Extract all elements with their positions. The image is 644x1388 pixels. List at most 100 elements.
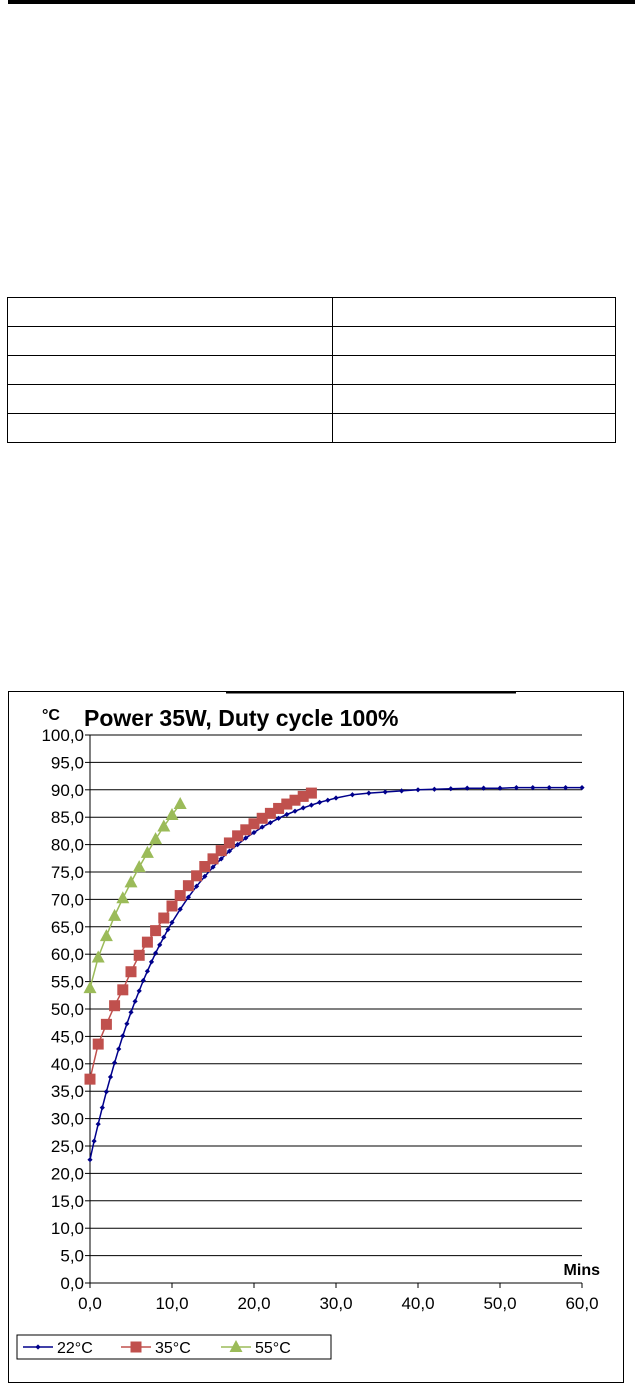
data-point (251, 829, 257, 836)
data-point (128, 1009, 134, 1015)
data-point (148, 959, 155, 965)
data-point (248, 818, 260, 830)
data-point (497, 785, 503, 791)
data-point (243, 835, 249, 841)
legend-swatch-marker (229, 1340, 243, 1352)
data-point (144, 968, 150, 974)
chart-frame: 0,0 5,0 10,0 15,0 20,0 25,0 30,0 35,0 40,0 45,0 50… (8, 691, 624, 1383)
legend-label: 55°C (255, 1340, 291, 1357)
y-tick-label: 0,0 (60, 1274, 84, 1293)
chart-border (8, 691, 624, 1383)
data-point (132, 998, 138, 1004)
data-point (103, 1089, 109, 1095)
chart-title: Power 35W, Duty cycle 100% (84, 705, 399, 731)
table-row (7, 384, 616, 414)
data-point (158, 912, 170, 924)
y-tick-label: 10,0 (51, 1219, 84, 1238)
data-point (289, 794, 301, 806)
data-point (185, 894, 191, 900)
spec-table (7, 297, 616, 443)
data-point (481, 785, 487, 791)
x-tick-label: 20,0 (237, 1294, 270, 1313)
data-point (530, 785, 536, 791)
data-point (140, 977, 146, 984)
data-point (240, 824, 252, 836)
y-axis-label: °C (42, 707, 60, 724)
y-tick-label: 35,0 (51, 1082, 84, 1101)
data-point (292, 808, 298, 814)
data-point (273, 802, 285, 814)
table-cell (332, 384, 616, 414)
y-tick-label: 50,0 (51, 1000, 84, 1019)
data-point (399, 788, 405, 794)
table-row (7, 413, 616, 443)
data-point (124, 875, 138, 888)
data-point (95, 1121, 101, 1127)
data-point (83, 981, 97, 994)
legend-label: 35°C (155, 1340, 191, 1357)
y-tick-label: 100,0 (41, 726, 84, 745)
data-point (232, 830, 244, 842)
data-point (563, 785, 569, 791)
data-point (140, 845, 154, 858)
data-point (165, 808, 179, 821)
data-point (194, 883, 200, 889)
data-point (136, 988, 142, 994)
x-tick-label: 50,0 (483, 1294, 516, 1313)
table-cell (7, 384, 333, 414)
data-point (256, 812, 268, 824)
data-point (259, 824, 265, 830)
data-point (99, 929, 113, 942)
x-tick-label: 0,0 (78, 1294, 102, 1313)
data-point (120, 1033, 126, 1039)
table-row (7, 297, 616, 327)
data-point (182, 880, 194, 892)
data-point (166, 900, 178, 912)
x-tick-label: 40,0 (401, 1294, 434, 1313)
x-tick-label: 10,0 (155, 1294, 188, 1313)
table-cell (332, 326, 616, 356)
data-point (308, 802, 314, 808)
data-point (215, 845, 227, 857)
data-point (107, 1074, 114, 1080)
data-point (513, 785, 519, 791)
y-tick-label: 70,0 (51, 890, 84, 909)
data-point (116, 1046, 122, 1052)
data-point (264, 807, 276, 819)
data-point (124, 1021, 130, 1027)
data-point (108, 908, 122, 921)
data-point (210, 864, 216, 870)
data-point (100, 1018, 112, 1030)
y-tick-label: 80,0 (51, 836, 84, 855)
y-tick-label: 55,0 (51, 973, 84, 992)
temperature-chart: 0,0 5,0 10,0 15,0 20,0 25,0 30,0 35,0 40,0 45,0 50… (8, 691, 624, 1383)
data-point (207, 853, 219, 865)
y-tick-label: 90,0 (51, 781, 84, 800)
legend-swatch-marker (130, 1341, 142, 1353)
data-point (464, 785, 470, 791)
table-row (7, 355, 616, 385)
legend-label: 22°C (57, 1340, 93, 1357)
data-point (92, 1038, 104, 1050)
table-cell (7, 355, 333, 385)
y-tick-label: 15,0 (51, 1192, 84, 1211)
y-tick-label: 60,0 (51, 945, 84, 964)
data-point (141, 936, 153, 948)
y-tick-label: 95,0 (51, 753, 84, 772)
y-tick-label: 75,0 (51, 863, 84, 882)
table-cell (7, 326, 333, 356)
table-cell (332, 355, 616, 385)
y-tick-label: 25,0 (51, 1137, 84, 1156)
data-point (191, 870, 203, 882)
data-point (117, 984, 129, 996)
data-point (91, 1138, 97, 1144)
data-point (199, 861, 211, 873)
data-point (91, 950, 105, 963)
table-cell (332, 297, 616, 327)
top-rule (8, 0, 635, 4)
data-point (415, 787, 421, 793)
data-point (174, 890, 186, 902)
data-point (431, 786, 437, 792)
data-point (281, 798, 293, 810)
y-tick-label: 5,0 (60, 1247, 84, 1266)
